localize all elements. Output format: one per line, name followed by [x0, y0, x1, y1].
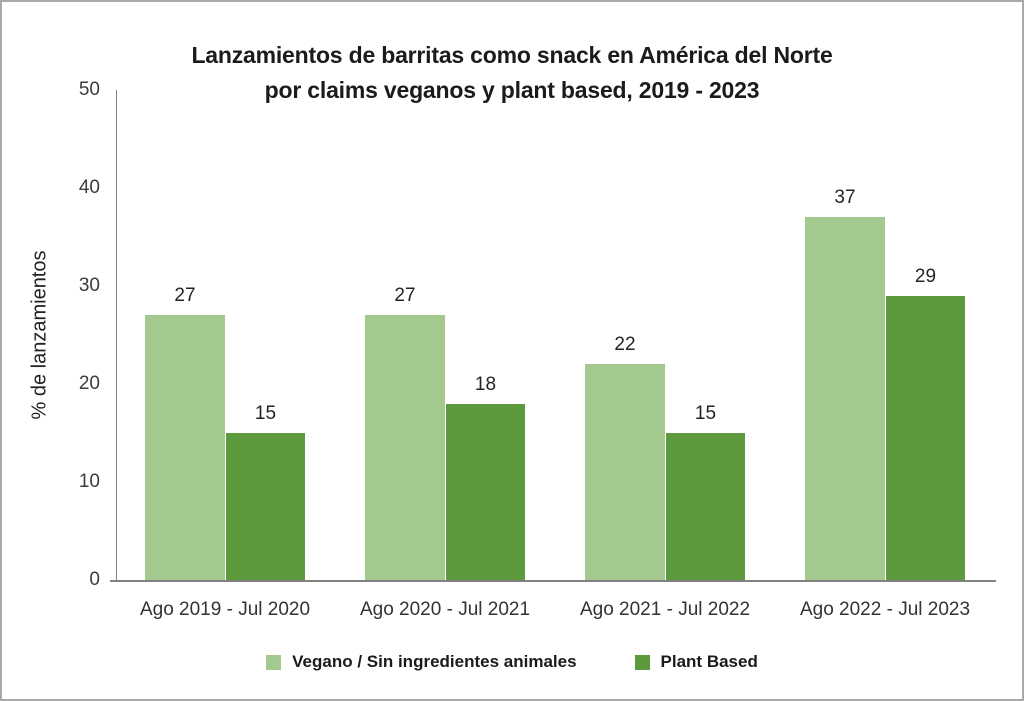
bar-value-label-plant-based-ago-2020-jul-2021: 18 — [474, 373, 497, 395]
chart-title-line-1: Lanzamientos de barritas como snack en A… — [191, 42, 833, 68]
bar-value-label-plant-based-ago-2019-jul-2020: 15 — [254, 403, 277, 424]
legend-item-vegano: Vegano / Sin ingredientes animales — [266, 652, 577, 672]
x-axis-line — [110, 580, 996, 582]
bar-vegano-sin-ingredientes-animales-ago-2021-jul-2022 — [585, 364, 665, 580]
y-tick-label-40: 40 — [78, 177, 100, 198]
x-axis-label-ago-2022-jul-2023: Ago 2022 - Jul 2023 — [799, 599, 971, 620]
legend: Vegano / Sin ingredientes animales Plant… — [2, 652, 1022, 672]
bar-value-label-plant-based-ago-2022-jul-2023: 29 — [914, 265, 937, 287]
bar-plant-based-ago-2021-jul-2022 — [666, 433, 745, 580]
bar-value-label-vegano-sin-ingredientes-animales-ago-2021-jul-2022: 22 — [614, 334, 636, 356]
bar-plant-based-ago-2020-jul-2021 — [446, 403, 525, 580]
legend-label-plant-based: Plant Based — [660, 652, 758, 671]
chart-title-line-2: por claims veganos y plant based, 2019 -… — [264, 77, 760, 103]
legend-swatch-vegano-icon — [266, 654, 282, 670]
chart-title: Lanzamientos de barritas como snack en A… — [2, 38, 1022, 108]
x-axis-label-ago-2020-jul-2021: Ago 2020 - Jul 2021 — [359, 599, 531, 620]
legend-item-plant-based: Plant Based — [634, 652, 758, 672]
x-axis-label-ago-2019-jul-2020: Ago 2019 - Jul 2020 — [139, 599, 311, 620]
y-tick-label-50: 50 — [78, 79, 100, 100]
y-tick-label-0: 0 — [89, 569, 100, 590]
bar-value-label-vegano-sin-ingredientes-animales-ago-2019-jul-2020: 27 — [174, 285, 196, 307]
legend-label-vegano: Vegano / Sin ingredientes animales — [292, 652, 577, 671]
bar-vegano-sin-ingredientes-animales-ago-2020-jul-2021 — [365, 315, 445, 580]
bar-plant-based-ago-2022-jul-2023 — [886, 295, 965, 580]
y-axis-line — [116, 90, 117, 580]
bar-value-label-vegano-sin-ingredientes-animales-ago-2022-jul-2023: 37 — [834, 187, 856, 209]
bar-value-label-plant-based-ago-2021-jul-2022: 15 — [694, 403, 717, 424]
bar-vegano-sin-ingredientes-animales-ago-2022-jul-2023 — [805, 217, 885, 580]
legend-swatch-plant-based-icon — [634, 654, 650, 670]
y-tick-label-30: 30 — [78, 275, 100, 296]
y-tick-label-20: 20 — [78, 373, 100, 394]
y-tick-label-10: 10 — [78, 471, 100, 492]
x-axis-label-ago-2021-jul-2022: Ago 2021 - Jul 2022 — [579, 599, 751, 620]
bar-vegano-sin-ingredientes-animales-ago-2019-jul-2020 — [145, 315, 225, 580]
bar-value-label-vegano-sin-ingredientes-animales-ago-2020-jul-2021: 27 — [394, 285, 416, 307]
bar-plant-based-ago-2019-jul-2020 — [226, 433, 305, 580]
